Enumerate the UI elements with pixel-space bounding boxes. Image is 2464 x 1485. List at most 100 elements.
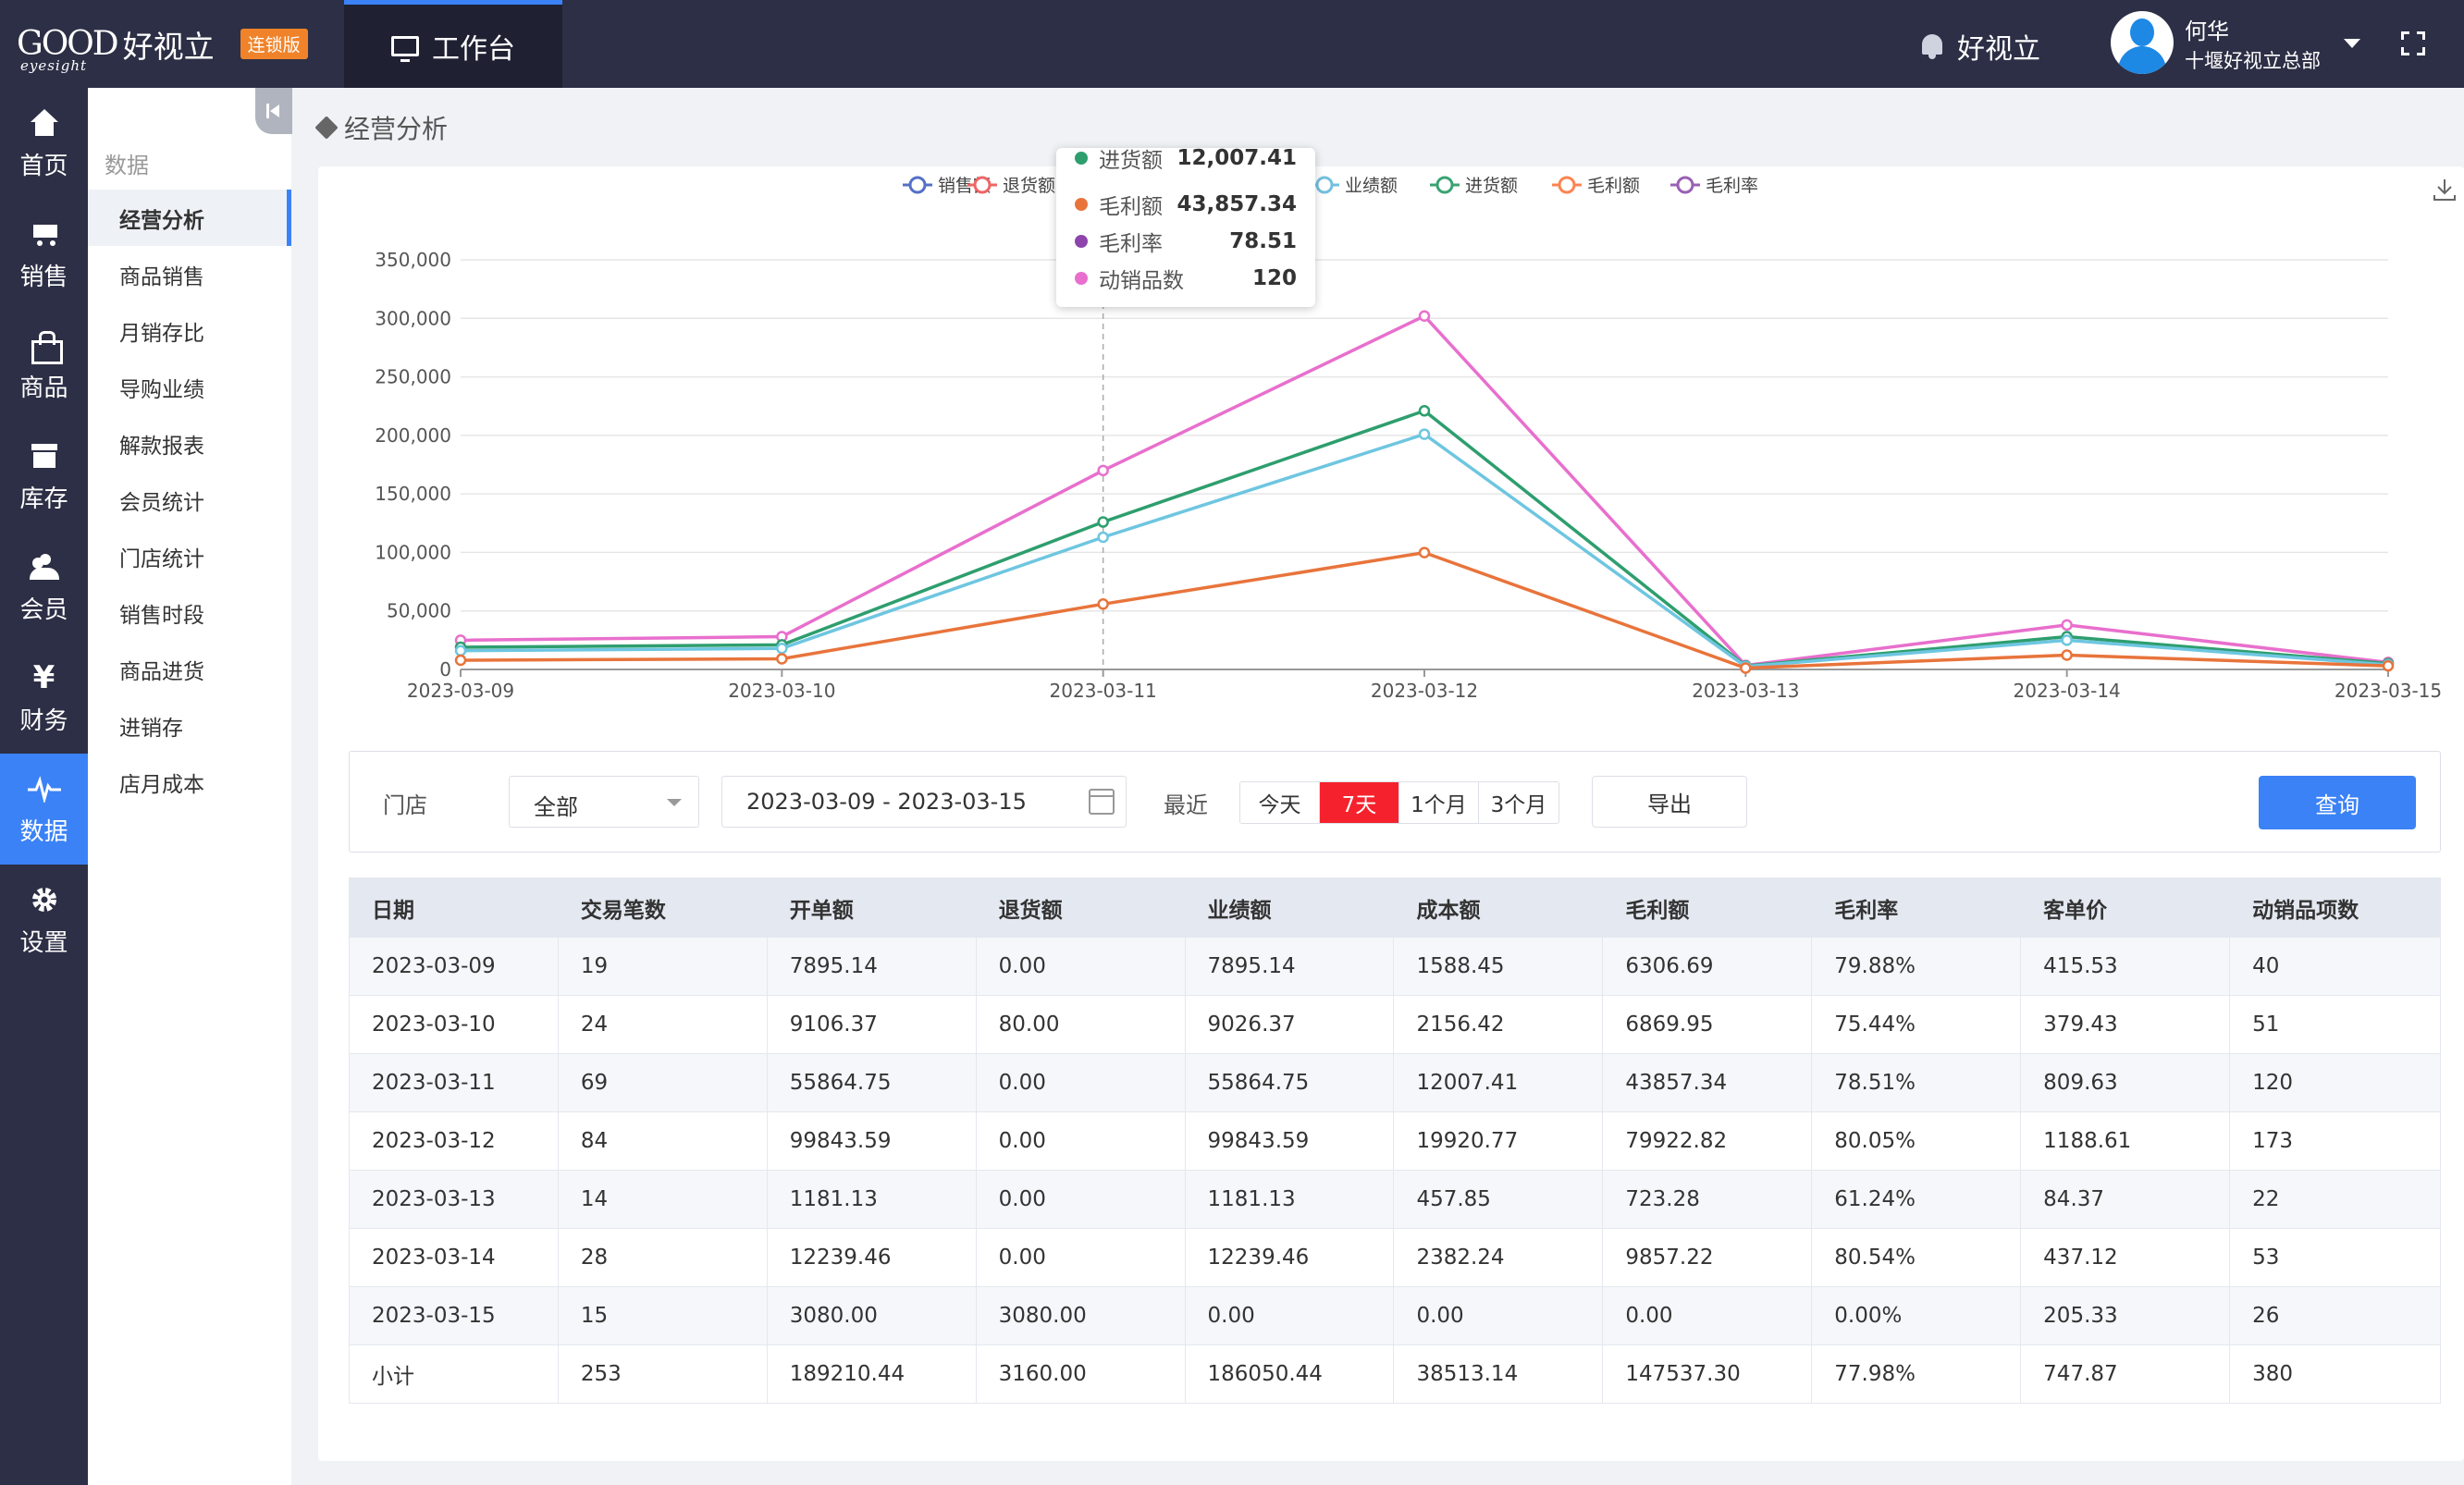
table-cell: 2023-03-12 — [349, 1111, 559, 1171]
table-cell: 9857.22 — [1602, 1228, 1813, 1287]
data-point[interactable] — [1097, 464, 1109, 477]
data-point[interactable] — [1418, 546, 1431, 558]
data-point[interactable] — [454, 644, 467, 657]
bell-icon[interactable] — [1920, 32, 1944, 60]
subnav-item[interactable]: 商品销售 — [119, 264, 204, 289]
table-cell: 79922.82 — [1602, 1111, 1813, 1171]
export-button[interactable]: 导出 — [1592, 776, 1747, 828]
sidebar-item-members[interactable]: 会员 — [0, 532, 88, 643]
sidebar-item-inventory[interactable]: 库存 — [0, 421, 88, 532]
range-3months-button[interactable]: 3个月 — [1479, 782, 1558, 823]
brand-logo[interactable]: GOOD eyesight 好视立 连锁版 — [17, 18, 308, 74]
sidebar-item-label: 库存 — [19, 485, 68, 513]
data-point[interactable] — [2061, 634, 2073, 646]
sidebar-item-finance[interactable]: ¥ 财务 — [0, 643, 88, 754]
main-sidebar: 首页 销售 商品 库存 会员 ¥ 财务 数据 设置 — [0, 88, 88, 1485]
collapse-sidebar-button[interactable] — [255, 88, 292, 134]
subnav-item[interactable]: 解款报表 — [119, 434, 204, 459]
logo-wordmark: GOOD eyesight — [17, 24, 119, 74]
users-icon — [28, 553, 61, 580]
legend-item[interactable]: 业绩额 — [1310, 176, 1398, 196]
table-cell: 19920.77 — [1393, 1111, 1604, 1171]
data-point[interactable] — [776, 653, 788, 665]
user-menu-chevron-down-icon[interactable] — [2344, 39, 2360, 48]
data-point[interactable] — [2061, 649, 2073, 661]
table-cell: 3080.00 — [975, 1286, 1186, 1345]
fullscreen-icon[interactable] — [2401, 31, 2425, 55]
table-cell: 12007.41 — [1393, 1053, 1604, 1112]
subnav-item[interactable]: 经营分析 — [88, 190, 291, 246]
avatar[interactable] — [2111, 11, 2174, 74]
table-cell: 40 — [2229, 937, 2441, 996]
legend-item[interactable]: 毛利率 — [1670, 176, 1758, 196]
query-button[interactable]: 查询 — [2259, 776, 2416, 829]
table-row: 2023-03-12 84 99843.59 0.00 99843.59 19920.77… — [349, 1111, 2441, 1171]
store-switcher[interactable]: 好视立 — [1920, 26, 2040, 67]
y-tick-label: 250,000 — [375, 366, 451, 388]
subnav-item[interactable]: 进销存 — [119, 716, 183, 741]
data-point[interactable] — [2382, 659, 2395, 672]
range-1month-button[interactable]: 1个月 — [1399, 782, 1479, 823]
table-cell: 51 — [2229, 995, 2441, 1054]
legend-label: 退货额 — [1003, 176, 1055, 196]
data-table: 日期 交易笔数 开单额 退货额 业绩额 成本额 毛利额 毛利率 客单价 动销品项数 2023-03… — [349, 878, 2441, 1404]
sidebar-item-home[interactable]: 首页 — [0, 88, 88, 199]
subnav-list: 经营分析商品销售月销存比导购业绩解款报表会员统计门店统计销售时段商品进货进销存店… — [88, 190, 291, 810]
data-point[interactable] — [1740, 662, 1752, 674]
legend-marker — [1676, 176, 1694, 194]
date-range-input[interactable]: 2023-03-09 - 2023-03-15 — [721, 776, 1127, 828]
subnav-item[interactable]: 店月成本 — [119, 772, 204, 797]
data-point[interactable] — [1418, 405, 1431, 417]
table-cell: 0.00 — [1602, 1286, 1813, 1345]
data-point[interactable] — [2061, 619, 2073, 632]
range-7days-button[interactable]: 7天 — [1320, 782, 1399, 823]
data-point[interactable] — [1097, 516, 1109, 528]
subnav-title: 数据 — [105, 153, 149, 178]
column-header: 毛利率 — [1811, 878, 2022, 938]
sidebar-item-sales[interactable]: 销售 — [0, 199, 88, 310]
calendar-icon[interactable] — [1089, 789, 1115, 815]
data-point[interactable] — [1097, 598, 1109, 610]
tab-workbench[interactable]: 工作台 — [344, 0, 562, 88]
table-cell: 380 — [2229, 1344, 2441, 1404]
subnav-item[interactable]: 销售时段 — [119, 603, 204, 628]
table-cell: 1588.45 — [1393, 937, 1604, 996]
table-cell: 12239.46 — [766, 1228, 977, 1287]
table-cell: 80.05% — [1811, 1111, 2022, 1171]
table-cell: 2023-03-11 — [349, 1053, 559, 1112]
store-select[interactable]: 全部 — [509, 776, 699, 828]
download-icon[interactable] — [2433, 178, 2457, 202]
legend-item[interactable]: 退货额 — [967, 176, 1055, 196]
sidebar-item-data[interactable]: 数据 — [0, 754, 88, 865]
legend-label: 毛利率 — [1706, 176, 1758, 196]
data-point[interactable] — [1097, 531, 1109, 544]
data-point[interactable] — [454, 654, 467, 667]
table-cell: 28 — [557, 1228, 768, 1287]
data-point[interactable] — [1418, 310, 1431, 323]
subnav-item[interactable]: 月销存比 — [119, 321, 204, 346]
edition-badge: 连锁版 — [240, 29, 308, 59]
store-filter-label: 门店 — [383, 792, 427, 818]
y-tick-label: 0 — [439, 658, 451, 681]
table-row: 2023-03-14 28 12239.46 0.00 12239.46 2382.24 9… — [349, 1228, 2441, 1287]
x-tick-label: 2023-03-11 — [1050, 680, 1157, 702]
table-cell: 19 — [557, 937, 768, 996]
subnav-item[interactable]: 商品进货 — [119, 659, 204, 684]
x-tick-label: 2023-03-09 — [407, 680, 514, 702]
data-point[interactable] — [1418, 428, 1431, 440]
subnav-item[interactable]: 门店统计 — [119, 546, 204, 571]
table-cell: 78.51% — [1811, 1053, 2022, 1112]
sidebar-item-settings[interactable]: 设置 — [0, 865, 88, 976]
table-row: 2023-03-13 14 1181.13 0.00 1181.13 457.85 723.… — [349, 1170, 2441, 1229]
table-cell: 61.24% — [1811, 1170, 2022, 1229]
subnav-item[interactable]: 会员统计 — [119, 490, 204, 515]
sidebar-item-products[interactable]: 商品 — [0, 310, 88, 421]
legend-item[interactable]: 毛利额 — [1552, 176, 1640, 196]
data-point[interactable] — [776, 642, 788, 655]
subnav-item[interactable]: 导购业绩 — [119, 377, 204, 402]
table-cell: 26 — [2229, 1286, 2441, 1345]
range-today-button[interactable]: 今天 — [1240, 782, 1320, 823]
table-cell: 6306.69 — [1602, 937, 1813, 996]
table-cell: 0.00% — [1811, 1286, 2022, 1345]
legend-item[interactable]: 进货额 — [1430, 176, 1518, 196]
